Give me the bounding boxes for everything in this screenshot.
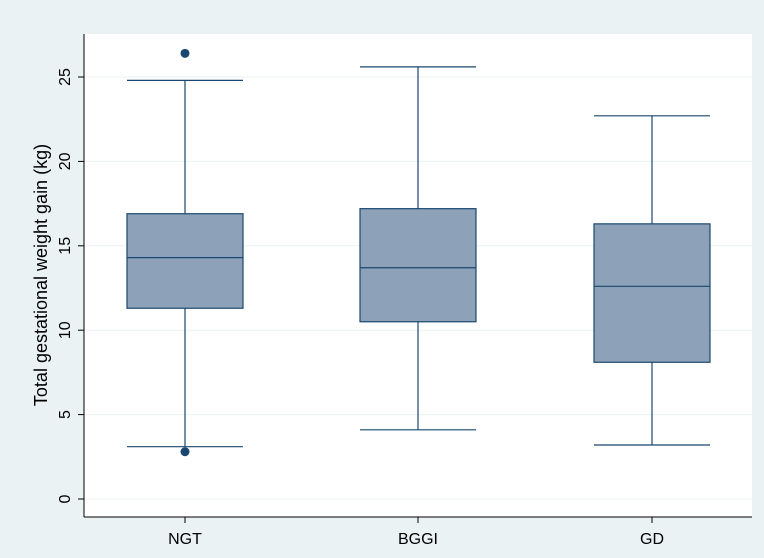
y-tick-label: 25 [57, 68, 74, 86]
box-iqr [593, 223, 711, 363]
box-iqr [359, 208, 477, 323]
x-tick-label: BGGI [398, 531, 438, 548]
y-tick-label: 20 [57, 152, 74, 170]
x-tick-label: GD [640, 531, 664, 548]
y-tick-label: 5 [57, 410, 74, 419]
box-iqr [126, 213, 244, 309]
y-tick-label: 10 [57, 321, 74, 339]
x-ticks: NGT BGGI GD [168, 517, 664, 548]
y-tick-label: 15 [57, 237, 74, 255]
y-ticks: 0 5 10 15 20 25 [57, 68, 84, 503]
y-tick-label: 0 [57, 494, 74, 503]
outlier-point [180, 48, 190, 58]
box-ngt [126, 48, 244, 457]
outlier-point [180, 447, 190, 457]
boxes [126, 48, 711, 457]
box-bggi [359, 66, 477, 431]
y-axis-label: Total gestational weight gain (kg) [31, 144, 51, 406]
x-tick-label: NGT [168, 531, 202, 548]
box-gd [593, 115, 711, 446]
